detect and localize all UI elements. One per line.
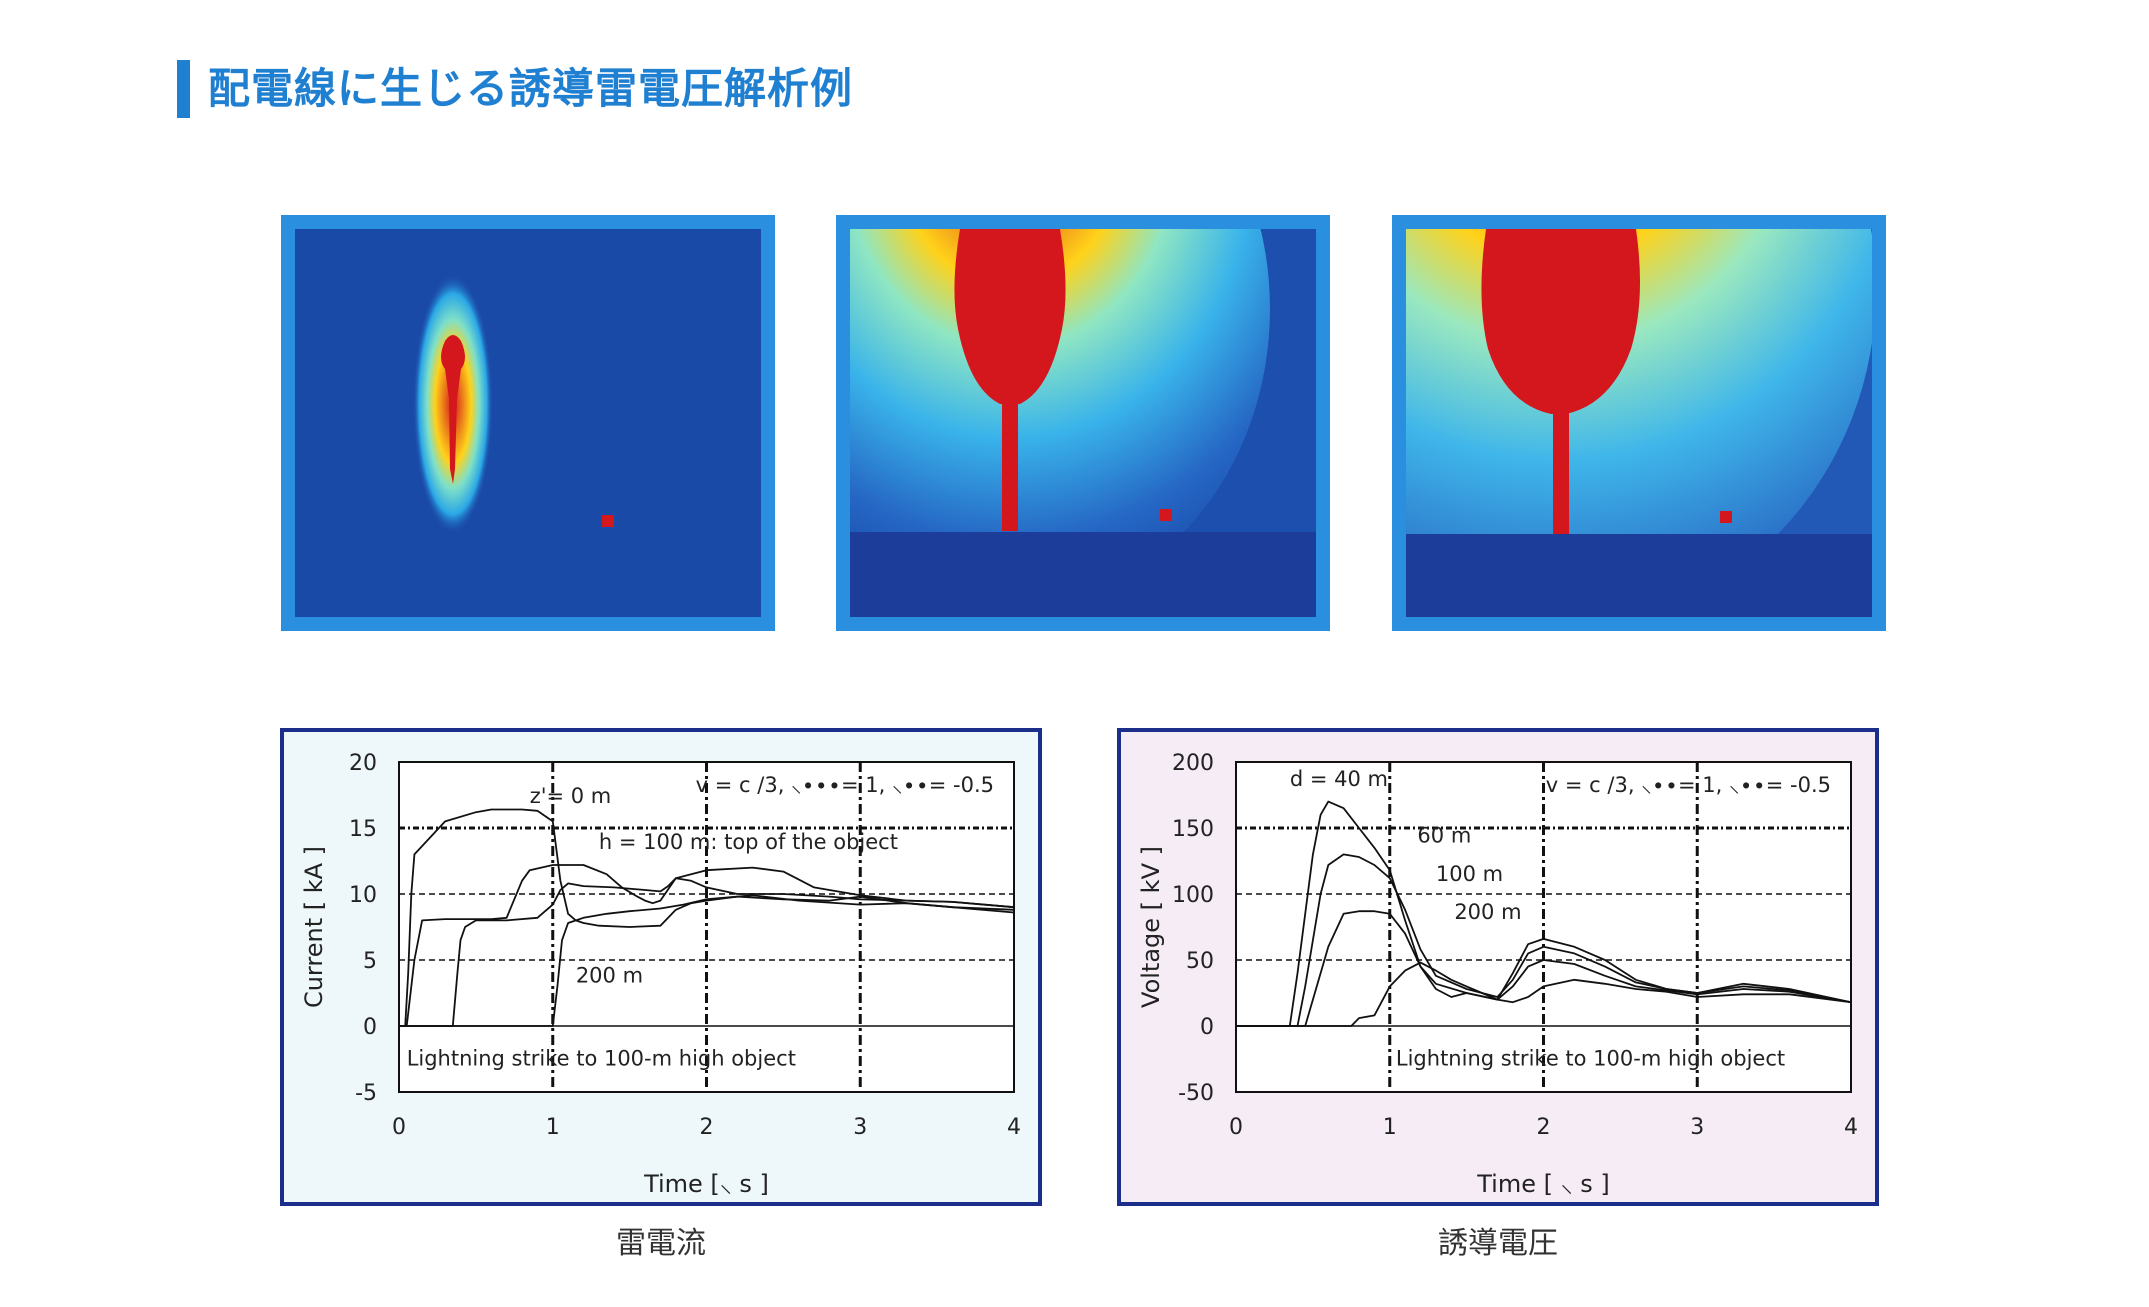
series-line-2 bbox=[1236, 853, 1852, 1027]
chart-annotation: 60 m bbox=[1417, 824, 1471, 848]
series-line-4 bbox=[1236, 961, 1852, 1027]
y-tick-label: -50 bbox=[1178, 1081, 1214, 1106]
current-chart: 0 1 2 3 4 20 15 10 5 0 -5 Time [⸜ s ] Current [ kA ]… bbox=[300, 751, 1021, 1198]
chart-annotation: 200 m bbox=[576, 963, 643, 987]
series-line-3 bbox=[1236, 910, 1852, 1027]
y-tick-label: 200 bbox=[1172, 751, 1214, 776]
y-axis-label: Current [ kA ] bbox=[300, 846, 328, 1008]
caption-current: 雷電流 bbox=[616, 1226, 706, 1261]
y-tick-label: -5 bbox=[355, 1081, 377, 1106]
caption-voltage: 誘導電圧 bbox=[1438, 1226, 1558, 1261]
parameter-annotation: v = c /3, ⸜∙∙= 1, ⸜∙∙= -0.5 bbox=[1546, 773, 1831, 797]
series-line-3 bbox=[399, 877, 1015, 1027]
field-snapshot-1 bbox=[295, 229, 761, 617]
y-tick-label: 0 bbox=[363, 1015, 377, 1040]
x-tick-label: 0 bbox=[392, 1115, 406, 1140]
x-tick-label: 1 bbox=[546, 1115, 560, 1140]
x-axis-label: Time [⸜ s ] bbox=[643, 1170, 769, 1198]
y-tick-label: 50 bbox=[1186, 949, 1214, 974]
x-axis-label: Time [ ⸜ s ] bbox=[1476, 1170, 1609, 1198]
chart-annotation: Lightning strike to 100-m high object bbox=[1396, 1047, 1785, 1071]
y-tick-label: 100 bbox=[1172, 883, 1214, 908]
chart-annotation: h = 100 m: top of the object bbox=[599, 830, 898, 854]
simulation-panel-1 bbox=[281, 215, 775, 631]
x-tick-label: 2 bbox=[700, 1115, 714, 1140]
x-tick-label: 2 bbox=[1537, 1115, 1551, 1140]
y-tick-label: 150 bbox=[1172, 817, 1214, 842]
field-snapshot-3 bbox=[1406, 229, 1872, 617]
y-tick-label: 15 bbox=[349, 817, 377, 842]
chart-annotation: Lightning strike to 100-m high object bbox=[407, 1047, 796, 1071]
y-tick-label: 10 bbox=[349, 883, 377, 908]
current-chart-frame: 0 1 2 3 4 20 15 10 5 0 -5 Time [⸜ s ] Current [ kA ]… bbox=[280, 728, 1042, 1206]
x-tick-label: 1 bbox=[1383, 1115, 1397, 1140]
y-axis-label: Voltage [ kV ] bbox=[1137, 846, 1165, 1008]
y-tick-label: 5 bbox=[363, 949, 377, 974]
x-tick-label: 4 bbox=[1007, 1115, 1021, 1140]
chart-annotation: d = 40 m bbox=[1290, 767, 1388, 791]
chart-annotation: 100 m bbox=[1436, 862, 1503, 886]
chart-annotation: 200 m bbox=[1454, 900, 1521, 924]
voltage-chart: 0 1 2 3 4 200 150 100 50 0 -50 Time [ ⸜ s ] Voltage … bbox=[1137, 751, 1858, 1198]
series-line-4 bbox=[399, 894, 1015, 1027]
simulation-panel-3 bbox=[1392, 215, 1886, 631]
x-tick-label: 4 bbox=[1844, 1115, 1858, 1140]
voltage-chart-frame: 0 1 2 3 4 200 150 100 50 0 -50 Time [ ⸜ s ] Voltage … bbox=[1117, 728, 1879, 1206]
y-tick-label: 0 bbox=[1200, 1015, 1214, 1040]
x-tick-label: 3 bbox=[1690, 1115, 1704, 1140]
y-tick-label: 20 bbox=[349, 751, 377, 776]
x-tick-label: 0 bbox=[1229, 1115, 1243, 1140]
simulation-panel-2 bbox=[836, 215, 1330, 631]
x-tick-label: 3 bbox=[853, 1115, 867, 1140]
field-snapshot-2 bbox=[850, 229, 1316, 617]
title-accent-bar bbox=[177, 60, 190, 118]
chart-annotation: z'= 0 m bbox=[530, 784, 612, 808]
series-line-2 bbox=[399, 864, 1015, 1027]
page-title: 配電線に生じる誘導雷電圧解析例 bbox=[208, 64, 854, 113]
parameter-annotation: v = c /3, ⸜∙∙∙= 1, ⸜∙∙= -0.5 bbox=[696, 773, 994, 797]
